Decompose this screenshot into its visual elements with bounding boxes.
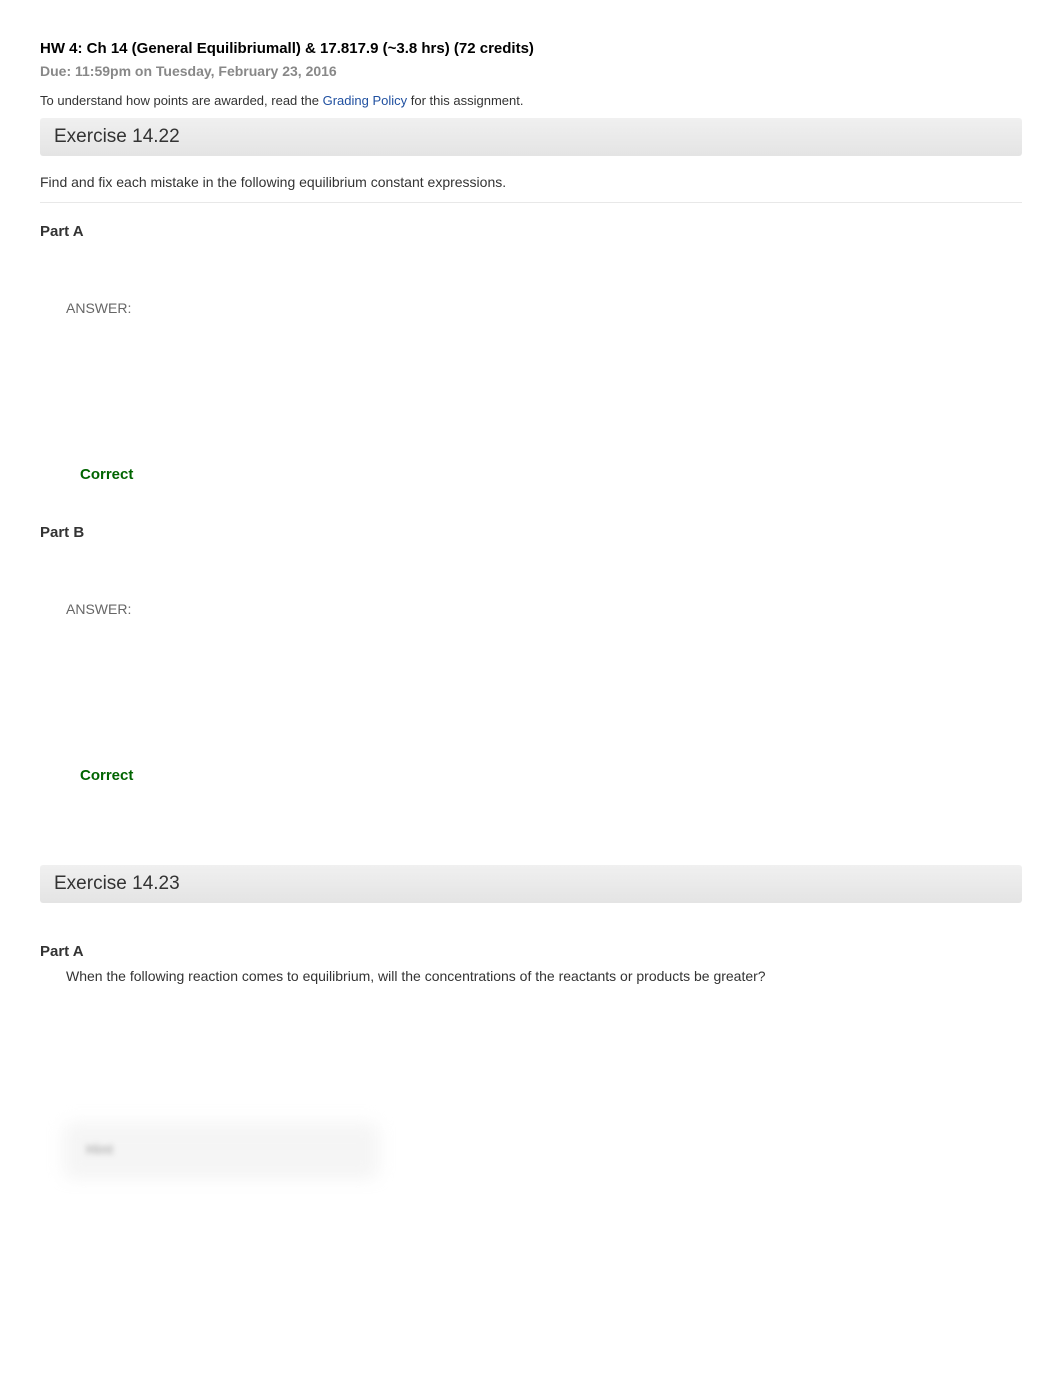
correct-status: Correct <box>80 767 1022 785</box>
hint-button-blurred[interactable]: Hint <box>66 1124 376 1174</box>
assignment-title: HW 4: Ch 14 (General Equilibriumall) & 1… <box>40 40 1022 57</box>
part-a-label: Part A <box>40 223 1022 240</box>
answer-label: ANSWER: <box>40 300 1022 316</box>
exercise-14-23: Exercise 14.23 Part A When the following… <box>40 865 1022 1214</box>
grading-policy-link[interactable]: Grading Policy <box>323 93 408 108</box>
answer-label: ANSWER: <box>40 601 1022 617</box>
correct-text: Correct <box>80 466 133 483</box>
exercise-title: Exercise 14.23 <box>40 865 1022 903</box>
points-info: To understand how points are awarded, re… <box>40 93 1022 108</box>
points-suffix: for this assignment. <box>407 93 523 108</box>
exercise-intro: Find and fix each mistake in the followi… <box>40 166 1022 203</box>
exercise-14-22: Exercise 14.22 Find and fix each mistake… <box>40 118 1022 865</box>
correct-text: Correct <box>80 767 133 784</box>
points-prefix: To understand how points are awarded, re… <box>40 93 323 108</box>
correct-status: Correct <box>80 466 1022 484</box>
exercise-title: Exercise 14.22 <box>40 118 1022 156</box>
part-b-label: Part B <box>40 524 1022 541</box>
hint-label: Hint <box>86 1141 113 1157</box>
part-a-label: Part A <box>40 943 1022 960</box>
due-date: Due: 11:59pm on Tuesday, February 23, 20… <box>40 63 1022 79</box>
part-a-question: When the following reaction comes to equ… <box>40 968 1022 984</box>
